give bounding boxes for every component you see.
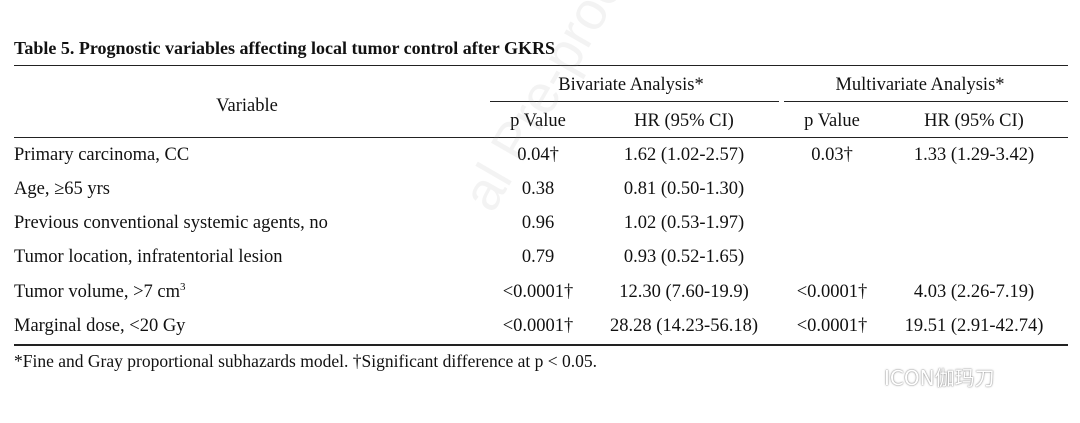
row-bi-p: <0.0001† [502, 316, 574, 336]
row-multi-hr: 4.03 (2.26-7.19) [913, 282, 1035, 302]
row-bi-hr: 12.30 (7.60-19.9) [619, 282, 749, 302]
table-title: Table 5. Prognostic variables affecting … [14, 38, 555, 58]
row-bi-hr: 28.28 (14.23-56.18) [610, 316, 758, 336]
row-bi-hr: 0.93 (0.52-1.65) [623, 247, 745, 267]
table-top-rule [14, 65, 1068, 66]
wechat-icon [848, 365, 878, 389]
row-bi-hr: 1.62 (1.02-2.57) [623, 145, 745, 165]
group-header-bivariate: Bivariate Analysis* [558, 75, 704, 95]
row-bi-p: 0.04† [517, 145, 559, 165]
column-header-multi-hr: HR (95% CI) [924, 111, 1024, 131]
column-header-bi-hr: HR (95% CI) [634, 111, 734, 131]
row-multi-p: <0.0001† [796, 282, 868, 302]
column-header-multi-p: p Value [804, 111, 860, 131]
row-bi-p: 0.79 [521, 247, 555, 267]
row-bi-p: 0.96 [521, 213, 555, 233]
table-footnote: *Fine and Gray proportional subhazards m… [14, 351, 598, 371]
multivariate-group-rule [784, 101, 1068, 102]
row-bi-p: <0.0001† [502, 282, 574, 302]
row-multi-p: <0.0001† [796, 316, 868, 336]
row-multi-hr: 19.51 (2.91-42.74) [904, 316, 1044, 336]
group-header-multivariate: Multivariate Analysis* [835, 75, 1005, 95]
unit-superscript: 3 [179, 281, 186, 293]
row-bi-p: 0.38 [521, 179, 555, 199]
row-bi-hr: 0.81 (0.50-1.30) [623, 179, 745, 199]
column-header-bi-p: p Value [510, 111, 566, 131]
bivariate-group-rule [490, 101, 779, 102]
row-multi-p: 0.03† [811, 145, 853, 165]
row-variable: Tumor volume, >7 cm3 [14, 281, 185, 303]
row-variable: Tumor location, infratentorial lesion [14, 247, 283, 267]
table-bottom-rule [14, 344, 1068, 346]
row-variable: Previous conventional systemic agents, n… [14, 213, 328, 233]
row-bi-hr: 1.02 (0.53-1.97) [623, 213, 745, 233]
brand-label: ICON伽玛刀 [884, 366, 995, 390]
row-multi-hr: 1.33 (1.29-3.42) [913, 145, 1035, 165]
row-variable-text: Tumor volume, >7 cm [14, 282, 180, 302]
header-bottom-rule [14, 137, 1068, 138]
row-variable: Primary carcinoma, CC [14, 145, 190, 165]
row-variable: Marginal dose, <20 Gy [14, 316, 186, 336]
brand-watermark: ICON伽玛刀 [848, 362, 995, 391]
column-header-variable: Variable [216, 96, 278, 116]
row-variable: Age, ≥65 yrs [14, 179, 110, 199]
